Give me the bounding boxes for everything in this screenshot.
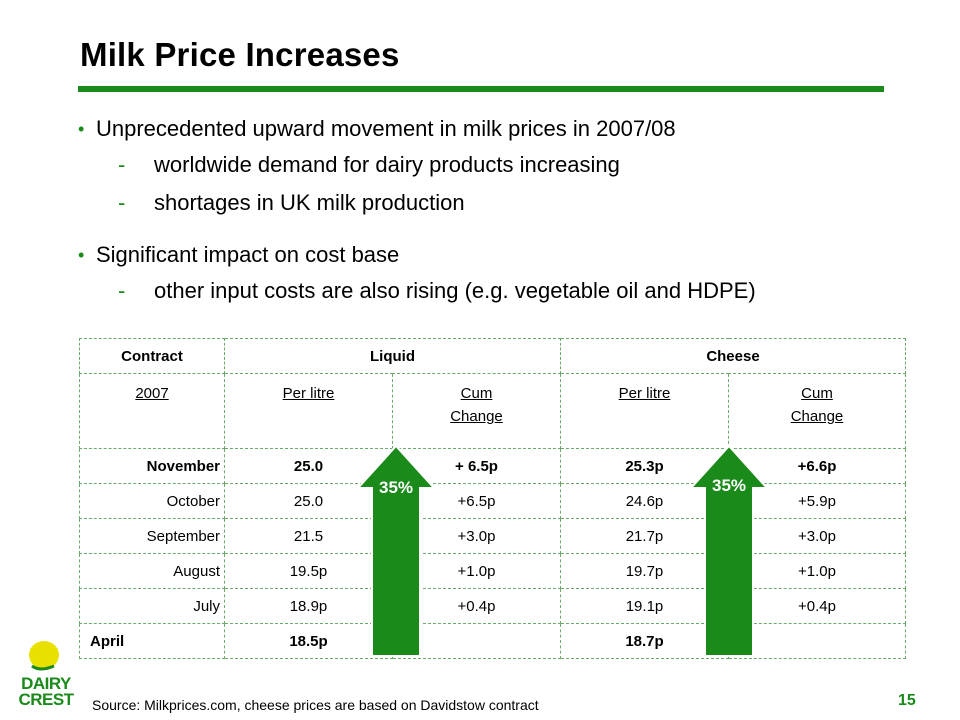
cell-liquid-per-litre: 25.0 bbox=[224, 448, 393, 484]
sub-bullet-item: - shortages in UK milk production bbox=[78, 184, 938, 222]
page-title: Milk Price Increases bbox=[80, 36, 400, 73]
bullet-item: • Unprecedented upward movement in milk … bbox=[78, 112, 938, 146]
bullet-dot-icon: • bbox=[78, 245, 85, 265]
cell-liquid-per-litre: 18.9p bbox=[224, 588, 393, 624]
header-liquid: Liquid bbox=[224, 338, 561, 374]
subheader-cheese-change: Change bbox=[790, 408, 844, 425]
logo-line-2: CREST bbox=[18, 690, 74, 709]
table-row: April 18.5p 18.7p bbox=[79, 623, 906, 659]
cell-cheese-cum: +1.0p bbox=[728, 553, 906, 589]
bullet-item: • Significant impact on cost base bbox=[78, 238, 938, 272]
table-row: November 25.0 + 6.5p 25.3p +6.6p bbox=[79, 448, 906, 484]
table-header-row: Contract Liquid Cheese bbox=[79, 338, 906, 374]
cell-cheese-per-litre: 21.7p bbox=[560, 518, 729, 554]
sub-bullet-item: - other input costs are also rising (e.g… bbox=[78, 272, 938, 310]
cell-month: September bbox=[79, 518, 225, 554]
cell-liquid-cum: + 6.5p bbox=[392, 448, 561, 484]
table-row: September 21.5 +3.0p 21.7p +3.0p bbox=[79, 518, 906, 554]
cell-month: April bbox=[79, 623, 225, 659]
cell-cheese-cum: +0.4p bbox=[728, 588, 906, 624]
cell-month: November bbox=[79, 448, 225, 484]
page-number: 15 bbox=[898, 692, 916, 709]
dash-icon: - bbox=[118, 278, 126, 303]
price-table: Contract Liquid Cheese 2007 Per litre Cu… bbox=[79, 338, 906, 659]
header-contract: Contract bbox=[79, 338, 225, 374]
sub-bullet-text: other input costs are also rising (e.g. … bbox=[154, 278, 756, 303]
source-note: Source: Milkprices.com, cheese prices ar… bbox=[92, 697, 539, 713]
liquid-increase-label: 35% bbox=[378, 478, 414, 497]
subheader-liquid-per-litre: Per litre bbox=[282, 385, 335, 402]
sub-bullet-item: - worldwide demand for dairy products in… bbox=[78, 146, 938, 184]
cell-liquid-per-litre: 18.5p bbox=[224, 623, 393, 659]
cell-month: July bbox=[79, 588, 225, 624]
header-cheese: Cheese bbox=[560, 338, 906, 374]
bullet-text: Significant impact on cost base bbox=[96, 242, 400, 267]
subheader-liquid-cum: Cum bbox=[460, 385, 493, 402]
bullet-text: Unprecedented upward movement in milk pr… bbox=[96, 116, 676, 141]
dash-icon: - bbox=[118, 152, 126, 177]
cell-cheese-cum bbox=[728, 623, 906, 659]
cell-month: August bbox=[79, 553, 225, 589]
cheese-increase-arrow-icon bbox=[689, 444, 769, 657]
subheader-year: 2007 bbox=[135, 385, 169, 402]
cell-liquid-per-litre: 19.5p bbox=[224, 553, 393, 589]
table-row: October 25.0 +6.5p 24.6p +5.9p bbox=[79, 483, 906, 519]
cell-cheese-per-litre: 18.7p bbox=[560, 623, 729, 659]
bullet-dot-icon: • bbox=[78, 119, 85, 139]
cell-liquid-per-litre: 21.5 bbox=[224, 518, 393, 554]
sub-bullet-text: shortages in UK milk production bbox=[154, 190, 465, 215]
price-table-wrap: Contract Liquid Cheese 2007 Per litre Cu… bbox=[79, 338, 906, 659]
subheader-cheese-per-litre: Per litre bbox=[618, 385, 671, 402]
bullet-list: • Unprecedented upward movement in milk … bbox=[78, 112, 938, 310]
dairy-crest-logo-icon bbox=[29, 641, 59, 671]
sub-bullet-text: worldwide demand for dairy products incr… bbox=[154, 152, 620, 177]
cell-cheese-cum: +3.0p bbox=[728, 518, 906, 554]
table-row: July 18.9p +0.4p 19.1p +0.4p bbox=[79, 588, 906, 624]
subheader-liquid-change: Change bbox=[450, 408, 503, 425]
cheese-increase-label: 35% bbox=[711, 476, 747, 495]
logo-text: DAIRY CREST bbox=[14, 674, 78, 709]
dash-icon: - bbox=[118, 190, 126, 215]
logo-line-1: DAIRY bbox=[21, 674, 71, 693]
subheader-cheese-cum: Cum bbox=[801, 385, 833, 402]
title-divider bbox=[78, 86, 884, 92]
cell-month: October bbox=[79, 483, 225, 519]
cell-cheese-per-litre: 19.7p bbox=[560, 553, 729, 589]
table-row: August 19.5p +1.0p 19.7p +1.0p bbox=[79, 553, 906, 589]
liquid-increase-arrow-icon bbox=[356, 444, 436, 657]
table-subheader-row: 2007 Per litre Cum Change Per litre Cum Ch… bbox=[79, 373, 906, 449]
